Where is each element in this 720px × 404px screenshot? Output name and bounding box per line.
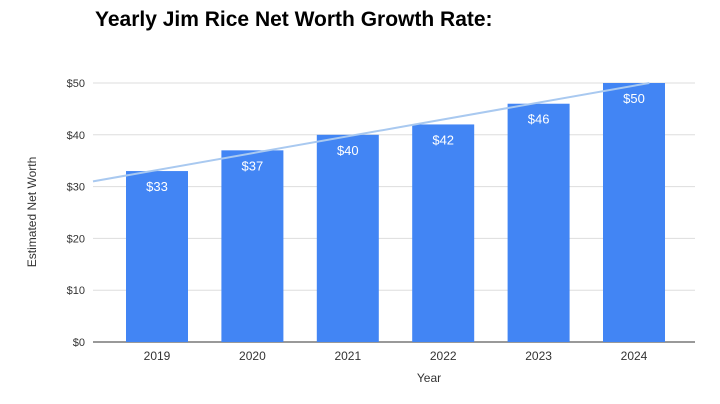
x-tick-label: 2019 bbox=[144, 349, 171, 363]
bar bbox=[126, 171, 188, 342]
x-axis-label: Year bbox=[417, 371, 441, 385]
trendline bbox=[92, 82, 650, 183]
data-label: $40 bbox=[337, 143, 359, 158]
y-tick-label: $20 bbox=[67, 233, 85, 245]
y-tick-label: $40 bbox=[67, 130, 85, 142]
x-tick-label: 2023 bbox=[525, 349, 552, 363]
data-label: $42 bbox=[432, 132, 454, 147]
bar bbox=[507, 103, 570, 342]
x-tick-label: 2024 bbox=[621, 349, 648, 363]
data-label: $50 bbox=[623, 91, 645, 106]
y-tick-label: $30 bbox=[67, 182, 85, 194]
data-label: $33 bbox=[146, 179, 168, 194]
y-tick-label: $10 bbox=[67, 285, 85, 297]
bar bbox=[603, 83, 665, 342]
data-label: $37 bbox=[242, 158, 264, 173]
x-tick-label: 2020 bbox=[239, 349, 266, 363]
x-tick-label: 2022 bbox=[430, 349, 457, 363]
y-axis-label: Estimated Net Worth bbox=[25, 157, 39, 267]
bar bbox=[412, 124, 475, 342]
chart-title: Yearly Jim Rice Net Worth Growth Rate: bbox=[95, 8, 493, 31]
x-tick-label: 2021 bbox=[334, 349, 361, 363]
bar bbox=[221, 150, 284, 342]
y-tick-label: $50 bbox=[67, 78, 85, 90]
bar bbox=[316, 134, 379, 342]
data-label: $46 bbox=[528, 112, 550, 127]
y-tick-label: $0 bbox=[73, 337, 85, 349]
